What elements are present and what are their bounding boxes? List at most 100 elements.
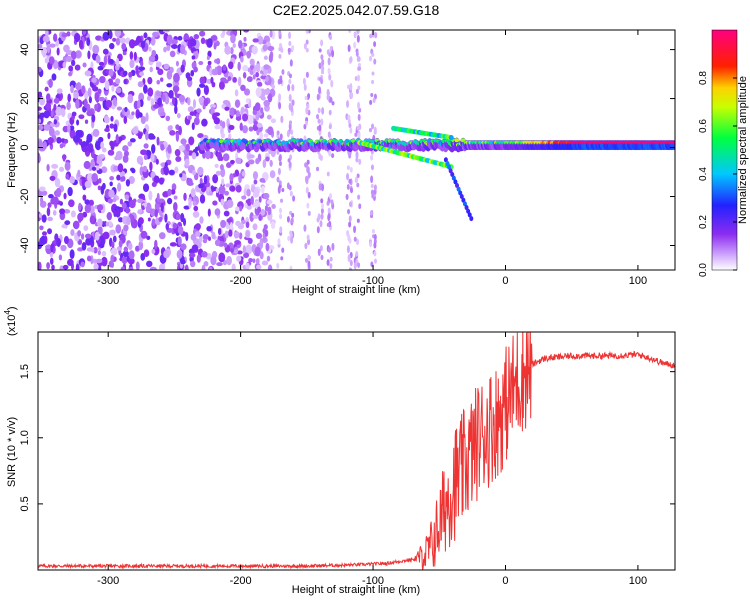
noise-cell <box>38 124 44 131</box>
noise-cell <box>110 247 118 256</box>
noise-cell <box>54 130 61 136</box>
noise-streak-cell <box>358 203 362 210</box>
noise-cell <box>84 119 89 124</box>
noise-streak-cell <box>316 226 320 234</box>
noise-streak-cell <box>348 30 352 33</box>
noise-cell <box>201 118 208 127</box>
noise-streak-cell <box>370 175 374 184</box>
noise-cell <box>42 140 48 150</box>
noise-streak-cell <box>291 212 295 218</box>
noise-cell <box>260 107 264 114</box>
colorbar-tick-label: 0.0 <box>698 263 709 277</box>
noise-cell <box>49 43 56 48</box>
noise-cell <box>115 133 119 144</box>
noise-cell <box>242 125 248 134</box>
noise-cell <box>131 111 135 116</box>
noise-cell <box>51 264 55 270</box>
noise-cell <box>56 136 62 144</box>
noise-streak-cell <box>287 158 291 163</box>
noise-cell <box>107 198 114 204</box>
carrier-core <box>219 139 225 144</box>
noise-cell <box>104 116 110 124</box>
noise-cell <box>53 103 57 111</box>
noise-streak-cell <box>316 114 320 120</box>
noise-cell <box>122 154 129 163</box>
noise-streak-cell <box>371 52 375 57</box>
noise-cell <box>123 150 129 157</box>
noise-cell <box>125 179 131 187</box>
noise-streak-cell <box>373 258 377 264</box>
noise-cell <box>46 163 50 172</box>
noise-cell <box>105 99 112 108</box>
noise-cell <box>149 66 153 73</box>
noise-streak-cell <box>289 265 293 270</box>
noise-cell <box>267 93 273 103</box>
noise-cell <box>196 87 201 97</box>
noise-cell <box>255 71 260 78</box>
noise-cell <box>140 252 146 261</box>
noise-streak-cell <box>357 194 361 200</box>
noise-streak-cell <box>347 254 351 262</box>
noise-streak-cell <box>307 171 311 179</box>
noise-cell <box>92 128 100 138</box>
noise-cell <box>241 171 246 177</box>
noise-streak-cell <box>373 241 377 249</box>
spectrogram-x-tick-label: 100 <box>629 275 647 287</box>
noise-cell <box>40 46 48 56</box>
noise-streak-cell <box>349 201 353 208</box>
noise-cell <box>95 35 102 41</box>
noise-streak-cell <box>290 236 294 244</box>
noise-cell <box>217 151 223 162</box>
noise-streak-cell <box>369 240 373 248</box>
noise-cell <box>168 89 174 99</box>
noise-cell <box>140 230 148 239</box>
noise-cell <box>77 212 84 222</box>
noise-streak-cell <box>318 124 322 132</box>
noise-cell <box>41 214 47 223</box>
noise-cell <box>86 110 94 117</box>
noise-cell <box>173 195 178 200</box>
noise-cell <box>90 247 95 253</box>
noise-cell <box>185 143 190 152</box>
noise-cell <box>187 106 194 113</box>
noise-cell <box>158 216 163 222</box>
noise-cell <box>63 235 69 245</box>
noise-cell <box>102 31 110 41</box>
noise-cell <box>246 188 251 197</box>
noise-cell <box>207 60 212 66</box>
noise-cell <box>213 117 220 125</box>
colorbar: 0.0 0.2 0.4 0.6 0.8 Normalized spectral ampl… <box>698 29 749 277</box>
snr-y-ticks: 0.5 1.0 1.5 <box>19 364 675 512</box>
noise-cell <box>196 108 202 114</box>
noise-cell <box>150 36 156 46</box>
noise-cell <box>218 185 226 195</box>
noise-cell <box>50 110 54 118</box>
noise-cell <box>97 65 104 71</box>
noise-cell <box>115 87 122 94</box>
noise-streak-cell <box>305 48 309 53</box>
noise-cell <box>263 224 268 230</box>
noise-cell <box>222 260 228 266</box>
noise-cell <box>113 123 118 133</box>
noise-cell <box>104 80 110 91</box>
noise-cell <box>77 230 82 237</box>
noise-streak-cell <box>329 256 333 262</box>
noise-cell <box>210 76 214 85</box>
noise-cell <box>157 68 164 76</box>
noise-cell <box>44 86 49 92</box>
noise-cell <box>260 208 266 216</box>
noise-cell <box>137 81 144 88</box>
noise-cell <box>87 87 92 98</box>
noise-cell <box>129 59 135 69</box>
noise-cell <box>109 58 114 65</box>
noise-streak-cell <box>355 251 359 257</box>
noise-cell <box>128 242 133 251</box>
noise-cell <box>143 143 149 149</box>
noise-cell <box>163 250 170 259</box>
noise-streak-cell <box>329 193 333 200</box>
noise-cell <box>141 205 145 210</box>
noise-streak-cell <box>369 100 373 105</box>
noise-streak-cell <box>280 115 284 124</box>
noise-cell <box>63 192 67 200</box>
noise-cell <box>101 182 106 190</box>
